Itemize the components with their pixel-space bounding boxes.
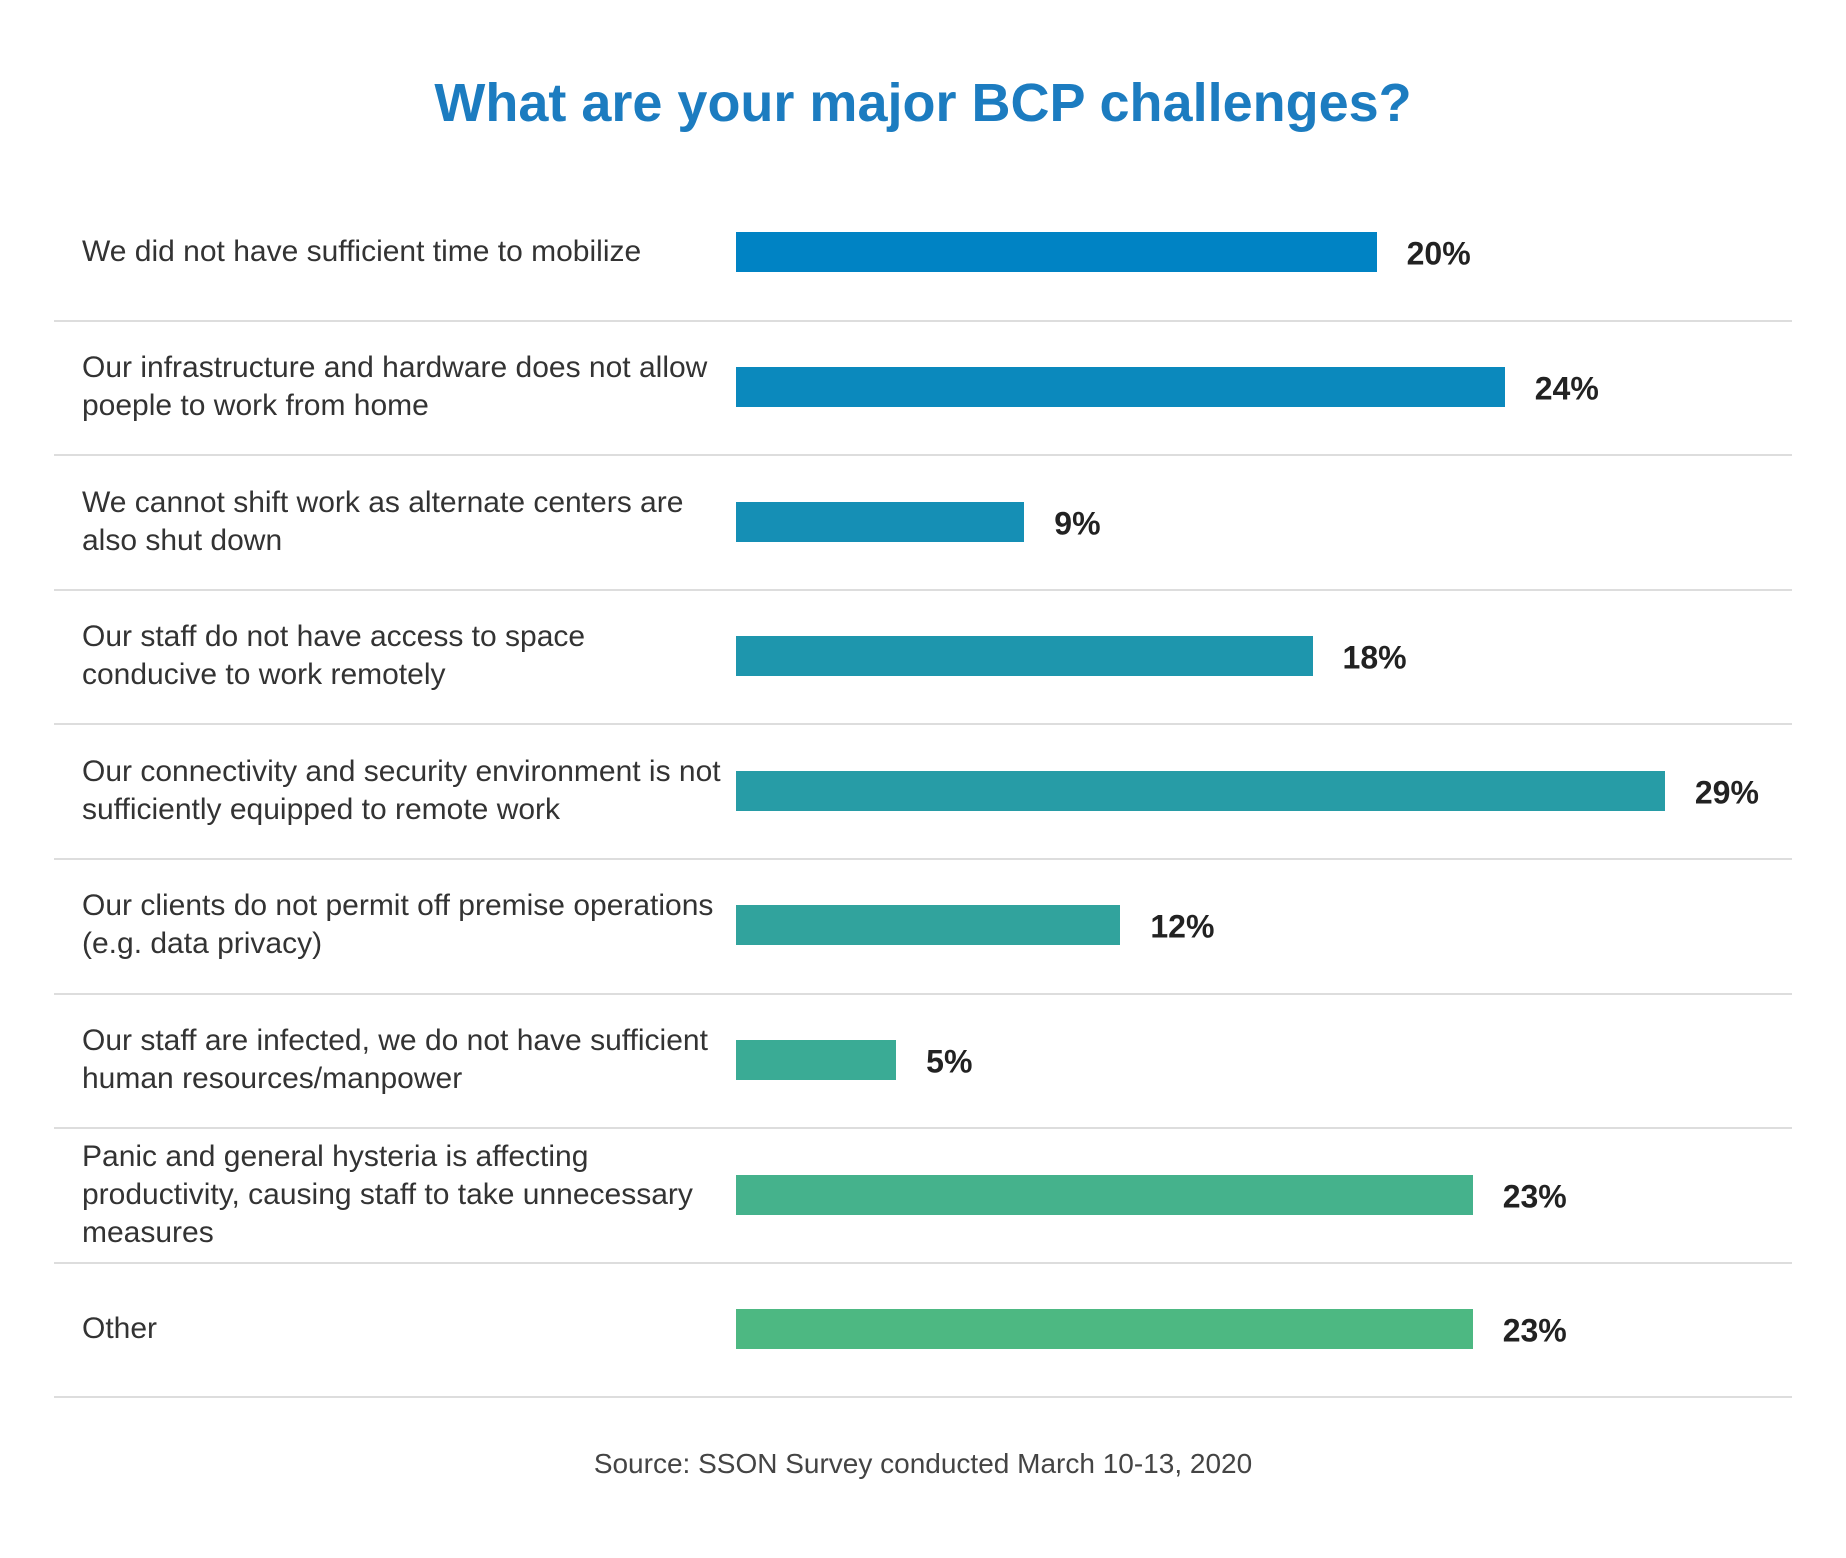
row-separator — [54, 454, 1792, 457]
category-label: Panic and general hysteria is affecting … — [82, 1139, 693, 1249]
bar — [736, 1039, 897, 1080]
value-label: 12% — [1150, 908, 1215, 945]
category-label: Our infrastructure and hardware does not… — [82, 350, 708, 422]
category-label: Other — [82, 1312, 158, 1346]
row-separator — [54, 1396, 1792, 1399]
category-label: We did not have sufficient time to mobil… — [82, 235, 642, 269]
value-label: 23% — [1502, 1178, 1567, 1214]
source-note: Source: SSON Survey conducted March 10-1… — [593, 1448, 1253, 1479]
row-separator — [54, 319, 1792, 322]
bar — [736, 366, 1505, 407]
category-label: Our clients do not permit off premise op… — [82, 889, 714, 961]
value-label: 29% — [1694, 774, 1759, 811]
row-separator — [54, 1261, 1792, 1264]
row-separator — [54, 992, 1792, 995]
chart-title: What are your major BCP challenges? — [434, 73, 1412, 133]
category-label: Our staff are infected, we do not have s… — [82, 1023, 708, 1095]
category-label: We cannot shift work as alternate center… — [82, 485, 684, 557]
value-label: 5% — [926, 1043, 973, 1080]
bar — [736, 1309, 1473, 1350]
value-label: 24% — [1534, 370, 1599, 407]
row-separator — [54, 723, 1792, 726]
bar — [736, 770, 1665, 811]
bar — [736, 636, 1313, 677]
bar — [736, 501, 1025, 542]
value-label: 9% — [1054, 505, 1101, 541]
category-label: Our connectivity and security environmen… — [82, 754, 721, 826]
row-separator — [54, 1127, 1792, 1130]
value-label: 23% — [1502, 1312, 1567, 1349]
category-label: Our staff do not have access to space co… — [82, 620, 586, 692]
value-label: 18% — [1342, 639, 1407, 676]
bar — [736, 1174, 1473, 1215]
row-separator — [54, 588, 1792, 591]
value-label: 20% — [1406, 235, 1471, 272]
bar — [736, 905, 1121, 946]
row-separator — [54, 858, 1792, 860]
bar — [736, 232, 1377, 273]
